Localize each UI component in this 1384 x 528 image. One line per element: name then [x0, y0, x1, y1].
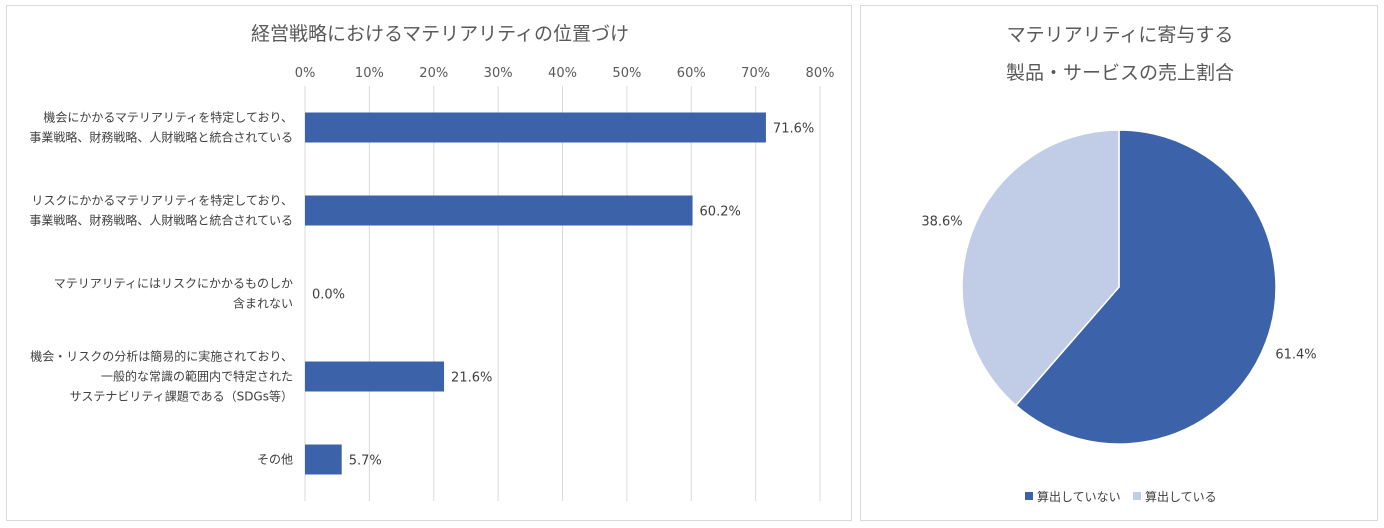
category-label: 機会にかかるマテリアリティを特定しており、	[43, 110, 293, 125]
x-tick-label: 60%	[677, 66, 706, 81]
pie-slice	[961, 129, 1120, 407]
legend-swatch	[1133, 492, 1141, 500]
pie-data-label: 61.4%	[1275, 347, 1316, 362]
data-label: 0.0%	[312, 288, 345, 303]
pie-chart-title-line-2: 製品・サービスの売上割合	[1006, 62, 1234, 84]
bar-chart: 経営戦略におけるマテリアリティの位置づけ 0% 10% 20% 30% 40% 50% 60…	[29, 23, 835, 501]
bar	[305, 112, 766, 143]
legend-label: 算出していない	[1037, 489, 1121, 504]
legend-swatch	[1025, 492, 1033, 500]
category-label: 含まれない	[233, 296, 293, 311]
bar	[305, 361, 445, 392]
category-label: 事業戦略、財務戦略、人財戦略と統合されている	[29, 213, 293, 228]
category-label: 事業戦略、財務戦略、人財戦略と統合されている	[29, 130, 293, 145]
pie-chart-panel: マテリアリティに寄与する 製品・サービスの売上割合 61.4% 38.6% 算出し…	[860, 5, 1378, 521]
x-tick-label: 80%	[806, 66, 835, 81]
pie-slice	[1014, 129, 1277, 445]
legend-label: 算出している	[1145, 489, 1217, 504]
category-label: その他	[257, 453, 293, 467]
category-label: サステナビリティ課題である（SDGs等）	[70, 389, 293, 404]
data-label: 21.6%	[451, 371, 492, 386]
x-tick-label: 70%	[741, 66, 770, 81]
category-label: マテリアリティにはリスクにかかるものしか	[54, 277, 293, 291]
x-tick-label: 0%	[295, 66, 316, 81]
pie-chart-title-line-1: マテリアリティに寄与する	[1007, 24, 1234, 46]
x-tick-label: 20%	[419, 66, 448, 81]
bar	[305, 195, 693, 226]
bar	[305, 444, 342, 475]
pie-data-label: 38.6%	[921, 215, 962, 230]
x-tick-label: 40%	[548, 66, 577, 81]
category-label: 機会・リスクの分析は簡易的に実施されており、	[30, 349, 293, 364]
bar-chart-title: 経営戦略におけるマテリアリティの位置づけ	[251, 23, 629, 45]
x-tick-label: 50%	[612, 66, 641, 81]
category-label: 一般的な常識の範囲内で特定された	[101, 369, 293, 384]
x-tick-label: 10%	[355, 66, 384, 81]
pie-chart: マテリアリティに寄与する 製品・サービスの売上割合 61.4% 38.6% 算出し…	[921, 24, 1316, 504]
data-label: 71.6%	[773, 122, 814, 137]
x-tick-label: 30%	[484, 66, 513, 81]
data-label: 60.2%	[700, 205, 741, 220]
bar-chart-panel: 経営戦略におけるマテリアリティの位置づけ 0% 10% 20% 30% 40% 50% 60…	[6, 5, 852, 521]
category-label: リスクにかかるマテリアリティを特定しており、	[31, 193, 293, 208]
data-label: 5.7%	[349, 454, 382, 469]
